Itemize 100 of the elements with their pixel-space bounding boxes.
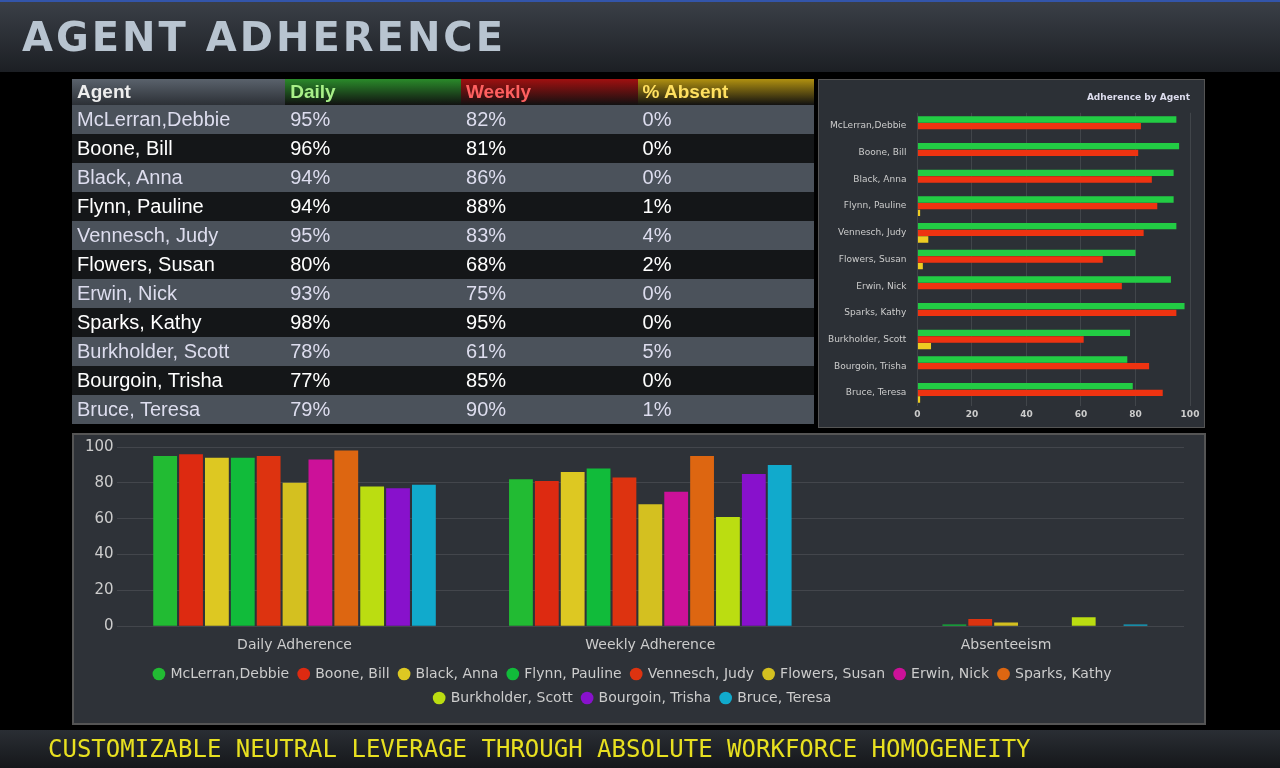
y-tick-label: Flynn, Pauline [843, 200, 907, 211]
bar [917, 283, 1122, 290]
x-tick-label: 40 [1020, 408, 1033, 419]
bar [968, 619, 993, 626]
bar [230, 457, 255, 626]
bar [205, 457, 229, 626]
x-tick-label: 100 [1180, 408, 1200, 419]
category-label: Erwin, Nick [72, 279, 286, 308]
legend-label: Burkholder, Scott [450, 688, 574, 705]
bar [153, 455, 178, 626]
legend-label: Erwin, Nick [911, 664, 990, 681]
data-label: 86% [461, 163, 638, 192]
series-label: % Absent [637, 79, 814, 105]
bar [1071, 617, 1096, 626]
y-tick-label: Flowers, Susan [838, 253, 907, 264]
data-label: 96% [285, 134, 462, 163]
data-label: 4% [637, 221, 814, 250]
data-label: 94% [285, 163, 462, 192]
x-tick-label: 0 [914, 408, 921, 419]
y-tick-label: Boone, Bill [858, 147, 907, 158]
data-label: 0% [637, 308, 814, 337]
category-label: Boone, Bill [72, 134, 286, 163]
data-label: 77% [285, 366, 462, 395]
y-tick-label: Sparks, Kathy [844, 307, 908, 318]
y-tick-label: Burkholder, Scott [827, 333, 907, 344]
bar [917, 383, 1133, 390]
bar [412, 484, 436, 626]
y-tick-label: McLerran,Debbie [830, 120, 907, 131]
bar [917, 363, 1150, 370]
bar [917, 336, 1084, 343]
data-label: 95% [285, 221, 462, 250]
x-tick-label: 80 [1129, 408, 1142, 419]
data-label: 0% [637, 279, 814, 308]
bar [534, 481, 559, 626]
data-label: 68% [461, 250, 638, 279]
x-tick-label: Daily Adherence [237, 636, 352, 653]
legend-label: Black, Anna [415, 664, 499, 681]
data-label: 98% [285, 308, 462, 337]
y-tick-label: 80 [94, 472, 114, 491]
bar [509, 479, 533, 626]
category-label: Burkholder, Scott [72, 337, 286, 366]
bar [917, 303, 1185, 310]
bar [917, 256, 1103, 263]
data-label: 0% [637, 163, 814, 192]
data-label: 94% [285, 192, 462, 221]
series-label: Weekly [461, 79, 638, 105]
bar [360, 486, 385, 626]
legend-label: Bourgoin, Trisha [598, 688, 712, 705]
data-label: 95% [461, 308, 638, 337]
bar [917, 222, 1177, 230]
y-tick-label: Bruce, Teresa [845, 387, 907, 398]
y-tick-label: 60 [94, 508, 114, 527]
text: CUSTOMIZABLE NEUTRAL LEVERAGE THROUGH ABSOLUTE WORKFORCE HOMOGENEITY [48, 735, 1031, 763]
data-label: 88% [461, 192, 638, 221]
bar [256, 455, 281, 626]
bar [586, 468, 611, 626]
bar [664, 491, 689, 626]
legend-label: Vennesch, Judy [647, 664, 755, 681]
data-label: 81% [461, 134, 638, 163]
data-label: 61% [461, 337, 638, 366]
data-label: 2% [637, 250, 814, 279]
y-tick-label: Vennesch, Judy [837, 227, 908, 238]
data-label: 0% [637, 105, 814, 134]
data-label: 95% [285, 105, 462, 134]
y-tick-label: 20 [94, 580, 114, 599]
data-label: 85% [461, 366, 638, 395]
legend-label: Bruce, Teresa [737, 688, 832, 705]
bar [917, 229, 1144, 236]
category-label: McLerran,Debbie [72, 105, 286, 134]
category-label: Vennesch, Judy [72, 221, 286, 250]
data-label: 75% [461, 279, 638, 308]
y-tick-label: 40 [94, 544, 114, 563]
bar [994, 622, 1019, 626]
category-label: Flowers, Susan [72, 250, 286, 279]
data-label: 79% [285, 395, 462, 424]
bar [386, 488, 410, 626]
legend-label: Sparks, Kathy [1015, 664, 1112, 681]
bar [917, 389, 1163, 397]
bar [612, 477, 637, 626]
x-tick-label: 60 [1074, 408, 1088, 419]
bar [334, 450, 359, 626]
bar [917, 116, 1177, 123]
category-label: Bourgoin, Trisha [72, 366, 286, 395]
y-tick-label: Black, Anna [853, 173, 907, 184]
bar [560, 472, 585, 626]
bar [917, 202, 1158, 210]
data-label: 90% [461, 395, 638, 424]
data-label: 78% [285, 337, 462, 366]
bar [917, 396, 921, 403]
legend-label: Flynn, Pauline [524, 664, 622, 681]
bar [917, 169, 1174, 176]
chart-title: Adherence by Agent [1086, 91, 1191, 102]
bar [308, 459, 333, 626]
bar [917, 309, 1177, 317]
bar [917, 196, 1174, 203]
bar [917, 263, 923, 270]
x-tick-label: Weekly Adherence [585, 636, 716, 653]
data-label: 83% [461, 221, 638, 250]
category-label: Black, Anna [72, 163, 286, 192]
bar [767, 464, 792, 626]
